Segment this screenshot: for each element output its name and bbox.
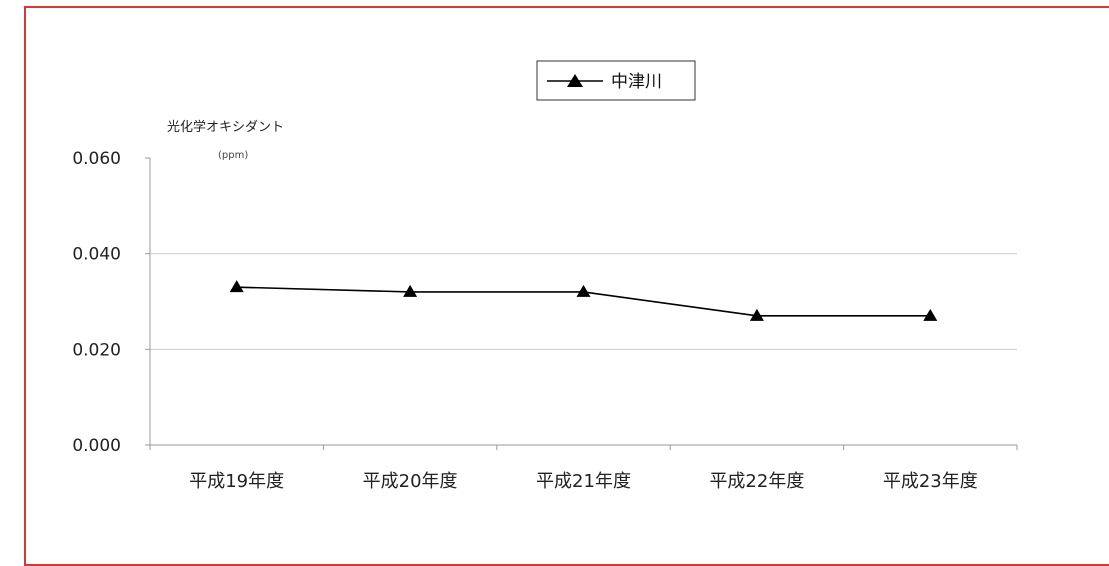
data-point-marker <box>229 280 244 293</box>
y-tick-label: 0.060 <box>72 149 121 169</box>
x-tick-label: 平成21年度 <box>536 471 631 492</box>
data-point-marker <box>403 284 418 297</box>
data-point-marker <box>749 308 764 321</box>
x-tick-label: 平成19年度 <box>189 471 284 492</box>
x-tick-label: 平成22年度 <box>709 471 804 492</box>
series <box>229 280 938 321</box>
data-point-marker <box>923 308 938 321</box>
x-tick-label: 平成23年度 <box>883 471 978 492</box>
x-tick-labels: 平成19年度 平成20年度 平成21年度 平成22年度 平成23年度 <box>189 471 978 492</box>
y-tick-label: 0.040 <box>72 245 121 265</box>
y-axis-label: 光化学オキシダント <box>167 119 284 135</box>
data-point-marker <box>576 284 591 297</box>
y-tick-label: 0.000 <box>72 436 121 456</box>
y-tick-labels: 0.000 0.020 0.040 0.060 <box>72 149 121 456</box>
line-chart: 0.0000.0200.0400.060 平成19年度 平成20年度 平成21年度平… <box>72 60 1018 492</box>
x-tick-label: 平成20年度 <box>363 471 458 492</box>
legend-label: 中津川 <box>611 72 662 92</box>
legend: 中津川 <box>536 60 696 101</box>
y-axis-unit: (ppm) <box>218 150 248 161</box>
axes <box>149 158 1017 446</box>
y-tick-label: 0.020 <box>72 340 121 360</box>
legend-marker <box>567 74 583 87</box>
gridlines <box>145 157 1018 450</box>
